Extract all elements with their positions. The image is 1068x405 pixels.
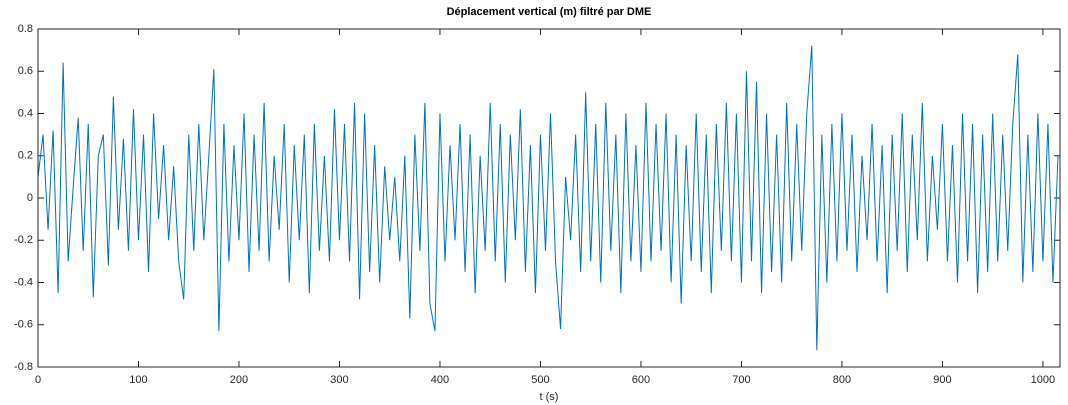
axes-box [37,28,1061,368]
chart-title: Déplacement vertical (m) filtré par DME [447,6,652,18]
y-tick-label: 0 [27,192,33,204]
data-line [37,45,1059,351]
x-tick-label: 100 [129,374,147,386]
y-tick-label: 0.2 [18,150,33,162]
x-tick-label: 700 [732,374,750,386]
x-tick-label: 400 [431,374,449,386]
y-tick-label: 0.8 [18,23,33,35]
y-tick-label: 0.6 [18,65,33,77]
y-tick-label: -0.8 [14,361,33,373]
y-tick-label: -0.2 [14,234,33,246]
x-tick-label: 300 [330,374,348,386]
x-tick-label: 900 [933,374,951,386]
x-axis-label: t (s) [540,391,559,403]
x-tick-label: 600 [632,374,650,386]
y-tick-label: -0.4 [14,276,33,288]
x-tick-label: 800 [833,374,851,386]
x-tick-label: 1000 [1031,374,1055,386]
x-tick-label: 0 [35,374,41,386]
x-tick-label: 500 [531,374,549,386]
x-tick-label: 200 [230,374,248,386]
y-tick-label: 0.4 [18,107,33,119]
y-tick-label: -0.6 [14,319,33,331]
